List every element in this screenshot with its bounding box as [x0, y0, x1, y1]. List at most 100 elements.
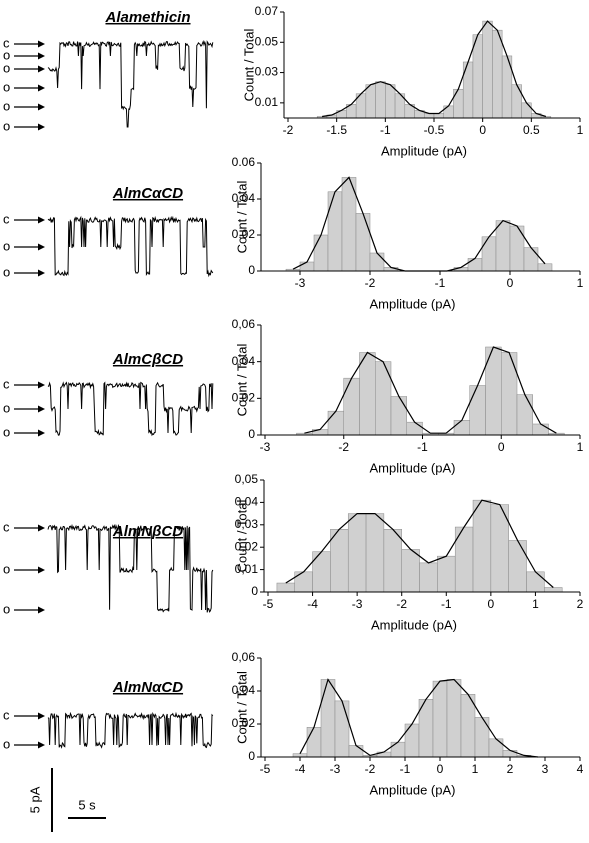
y-tick-label: 0 [248, 427, 255, 441]
level-label: o [3, 47, 10, 62]
level-label: o [3, 60, 10, 75]
bar [437, 555, 456, 593]
bar [453, 88, 464, 119]
arrow-head [38, 524, 45, 532]
x-tick-label: 3 [542, 762, 549, 776]
arrow-head [38, 216, 45, 224]
level-label: o [3, 736, 10, 751]
bar [492, 29, 503, 119]
bar [330, 529, 349, 593]
bar [385, 84, 396, 119]
y-axis-label: Count / Total [234, 181, 249, 254]
x-tick-label: 0 [437, 762, 444, 776]
arrow-head [38, 84, 45, 92]
x-tick-label: -1 [435, 276, 446, 290]
arrow-head [38, 52, 45, 60]
y-tick-label: 0,04 [232, 354, 256, 368]
bar [508, 540, 527, 593]
arrow-head [38, 712, 45, 720]
bar [523, 247, 539, 272]
bar [327, 191, 343, 272]
bar [521, 102, 532, 119]
bar [343, 377, 360, 436]
x-axis-label: Amplitude (pA) [370, 296, 456, 311]
trace-title: Alamethicin [104, 9, 190, 26]
trace-title: AlmCβCD [112, 351, 183, 368]
level-label: o [3, 98, 10, 113]
x-tick-label: -2 [283, 123, 294, 137]
y-axis-label: Count / Total [234, 500, 249, 573]
fit-curve [285, 499, 554, 588]
arrow-head [38, 566, 45, 574]
bar [276, 582, 295, 593]
bar [419, 562, 438, 593]
y-tick-label: 0,01 [235, 562, 259, 576]
level-label: o [3, 264, 10, 279]
arrow-head [38, 40, 45, 48]
level-label: o [3, 400, 10, 415]
bar [482, 20, 493, 119]
y-tick-label: 0.05 [255, 34, 279, 48]
bar [348, 745, 364, 758]
fit-curve [322, 20, 547, 118]
bar [365, 84, 376, 119]
y-tick-label: 0,06 [232, 650, 256, 664]
bar [404, 723, 420, 758]
x-tick-label: 1 [577, 440, 584, 454]
bar [446, 679, 462, 758]
y-tick-label: 0.01 [255, 95, 279, 109]
y-axis-label: Count / Total [241, 29, 256, 102]
bar [453, 420, 470, 436]
bar [294, 571, 313, 593]
bar [472, 499, 492, 593]
level-label: o [3, 561, 10, 576]
x-axis-label: Amplitude (pA) [370, 782, 456, 797]
x-tick-label: 1 [577, 123, 584, 137]
x-tick-label: 0 [507, 276, 514, 290]
y-tick-label: 0,04 [232, 683, 256, 697]
level-label: o [3, 118, 10, 133]
current-trace [47, 40, 214, 128]
y-tick-label: 0,02 [232, 391, 256, 405]
bar [359, 352, 376, 436]
x-tick-label: 2 [577, 597, 584, 611]
y-axis-label: Count / Total [234, 671, 249, 744]
x-tick-label: -2 [365, 762, 376, 776]
y-tick-label: 0,02 [235, 539, 259, 553]
y-tick-label: 0,02 [232, 716, 256, 730]
bar [481, 236, 497, 272]
x-tick-label: -3 [352, 597, 363, 611]
bar [327, 410, 344, 436]
y-tick-label: 0.03 [255, 65, 279, 79]
x-tick-label: 0.5 [523, 123, 540, 137]
y-tick-label: 0.04 [232, 191, 256, 205]
y-tick-label: 0,04 [235, 495, 259, 509]
x-tick-label: -0.5 [424, 123, 445, 137]
x-tick-label: -2 [365, 276, 376, 290]
bar [299, 261, 315, 272]
arrow-head [38, 606, 45, 614]
x-tick-label: -1.5 [326, 123, 347, 137]
bar [320, 679, 336, 758]
x-tick-label: -5 [263, 597, 274, 611]
bar [472, 34, 483, 119]
y-tick-label: 0.02 [232, 227, 256, 241]
bar [501, 352, 518, 436]
x-tick-label: 0 [498, 440, 505, 454]
level-label: c [3, 519, 10, 534]
arrow-head [38, 405, 45, 413]
bar [365, 513, 385, 593]
scale-label-x: 5 s [78, 797, 96, 812]
bar [502, 750, 518, 758]
current-trace [47, 711, 214, 749]
x-tick-label: 2 [507, 762, 514, 776]
x-tick-label: -5 [260, 762, 271, 776]
x-tick-label: 0 [479, 123, 486, 137]
trace-title: AlmNαCD [112, 679, 183, 696]
fit-curve [304, 346, 557, 434]
y-tick-label: 0 [248, 263, 255, 277]
arrow-head [38, 381, 45, 389]
y-tick-label: 0.07 [255, 4, 279, 18]
bar [537, 263, 553, 272]
